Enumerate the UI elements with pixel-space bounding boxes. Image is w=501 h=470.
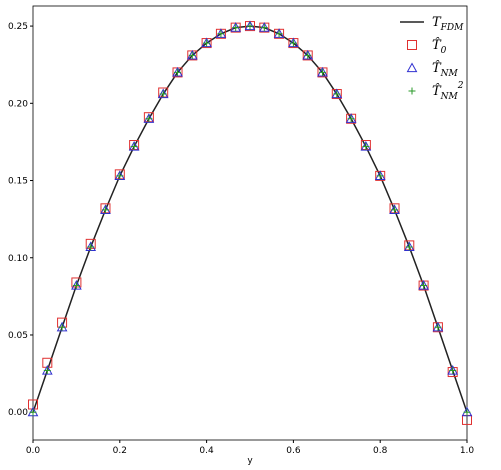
legend-base: T̂: [432, 60, 442, 76]
plus-marker: [188, 51, 196, 59]
plus-marker: [333, 90, 341, 98]
plus-marker: [391, 206, 399, 214]
y-tick-label: 0.15: [8, 177, 28, 187]
plus-marker: [43, 366, 51, 374]
legend-base: T̂: [432, 83, 442, 99]
plus-marker: [289, 39, 297, 47]
triangle-marker: [406, 62, 418, 73]
y-tick-label: 0.20: [8, 99, 28, 109]
plus-marker: [232, 24, 240, 32]
x-tick-label: 0.8: [373, 446, 388, 456]
plus-marker: [29, 408, 37, 416]
plus-marker: [130, 143, 138, 151]
legend-sup: 2: [457, 81, 464, 91]
plus-marker: [159, 90, 167, 98]
y-tick-label: 0.25: [8, 22, 28, 32]
plus-marker: [116, 172, 124, 180]
y-tick-label: 0.00: [8, 408, 28, 418]
x-tick-label: 0.4: [199, 446, 214, 456]
plus-marker: [203, 39, 211, 47]
legend-sub: FDM: [440, 23, 464, 33]
plus-marker: [145, 115, 153, 123]
plus-marker: [408, 87, 416, 95]
plus-marker: [463, 408, 471, 416]
x-axis-label: y: [247, 456, 253, 466]
y-tick-label: 0.05: [8, 331, 28, 341]
plus-marker: [58, 323, 66, 331]
legend-label: T̂NM: [432, 60, 459, 79]
legend-label: T̂NM2: [432, 81, 464, 102]
x-tick-label: 0.6: [286, 446, 301, 456]
plus-marker: [449, 366, 457, 374]
plus-marker: [275, 30, 283, 38]
plus-marker: [318, 68, 326, 76]
square-marker: [407, 40, 417, 50]
plus-marker: [434, 323, 442, 331]
plus-marker: [217, 30, 225, 38]
x-tick-label: 0.2: [113, 446, 127, 456]
plus-marker: [72, 282, 80, 290]
plus-marker: [246, 22, 254, 30]
plus-marker: [174, 68, 182, 76]
x-tick-label: 0.0: [26, 446, 41, 456]
plus-marker: [87, 243, 95, 251]
plus-marker: [405, 243, 413, 251]
plus-marker: [362, 143, 370, 151]
y-tick-label: 0.10: [8, 254, 28, 264]
plus-marker: [260, 24, 268, 32]
x-tick-label: 1.0: [460, 446, 475, 456]
legend-label: TFDM: [432, 15, 464, 33]
plus-marker: [420, 282, 428, 290]
series-line: [32, 25, 468, 413]
plot-frame: [32, 5, 468, 441]
legend-label: T̂0: [432, 37, 447, 56]
legend-sub: NM: [440, 92, 459, 102]
plus-marker: [376, 172, 384, 180]
legend-sub: NM: [440, 69, 459, 79]
plus-marker: [347, 115, 355, 123]
plus-marker: [101, 206, 109, 214]
legend-sub: 0: [441, 46, 447, 56]
plus-marker: [304, 51, 312, 59]
legend-base: T̂: [432, 37, 442, 53]
legend-base: T: [432, 15, 442, 30]
